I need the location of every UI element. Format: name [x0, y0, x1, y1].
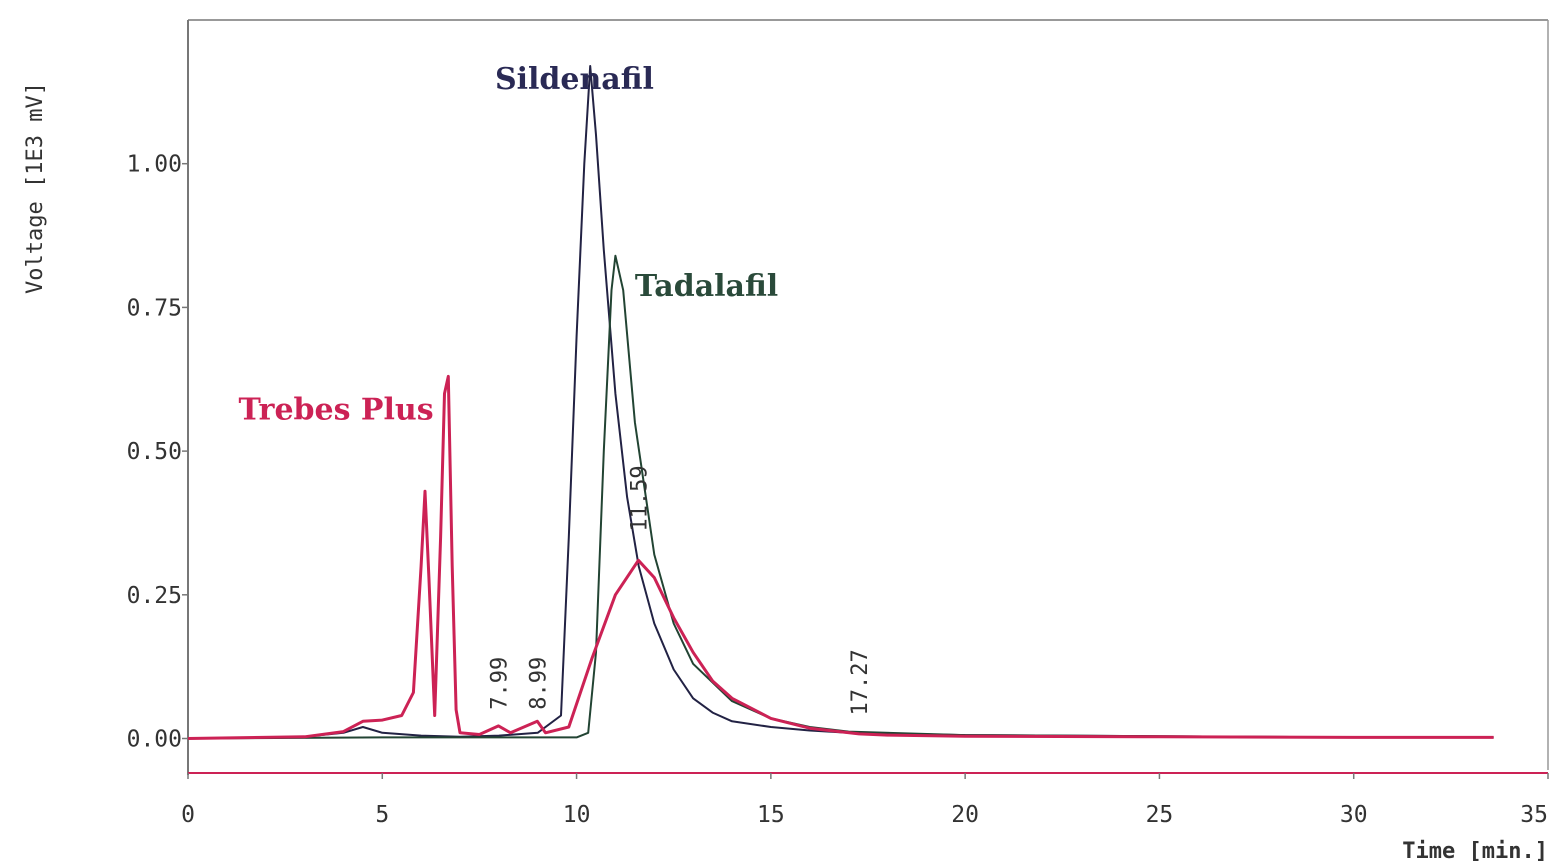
x-tick-label: 10 [563, 802, 591, 828]
x-tick-label: 25 [1146, 802, 1174, 828]
x-tick-label: 20 [951, 802, 979, 828]
series-line-sildenafil [187, 65, 1494, 740]
x-tick-label: 5 [375, 802, 389, 828]
series-label-trebes-plus: Trebes Plus [239, 392, 434, 427]
x-tick-label: 35 [1520, 802, 1548, 828]
y-tick-label: 0.75 [127, 295, 182, 321]
axes-frame [187, 19, 1549, 775]
y-tick-label: 0.50 [127, 439, 182, 465]
y-axis-ticks: 0.00 0.25 0.50 0.75 1.00 [127, 152, 188, 753]
peak-label: 11.59 [627, 465, 652, 531]
series-layer [187, 65, 1494, 740]
y-tick-label: 1.00 [127, 152, 182, 178]
x-tick-label: 0 [181, 802, 195, 828]
y-tick-label: 0.25 [127, 583, 182, 609]
series-line-trebes-plus [187, 374, 1494, 740]
x-axis-label: Time [min.] [1402, 839, 1548, 864]
peak-label: 8.99 [526, 657, 551, 710]
annotation-layer: Sildenafil Tadalafil Trebes Plus 7.99 8.99 11… [239, 62, 874, 716]
peak-label: 7.99 [487, 657, 512, 710]
series-label-tadalafil: Tadalafil [635, 269, 778, 304]
y-tick-label: 0.00 [127, 727, 182, 753]
x-tick-label: 15 [757, 802, 785, 828]
y-axis-label: Voltage [1E3 mV] [23, 82, 48, 294]
series-label-sildenafil: Sildenafil [495, 62, 654, 97]
series-line-tadalafil [187, 254, 1494, 740]
x-tick-label: 30 [1340, 802, 1368, 828]
x-axis-ticks: 0 5 10 15 20 25 30 35 [181, 773, 1549, 828]
peak-label: 17.27 [848, 649, 873, 715]
